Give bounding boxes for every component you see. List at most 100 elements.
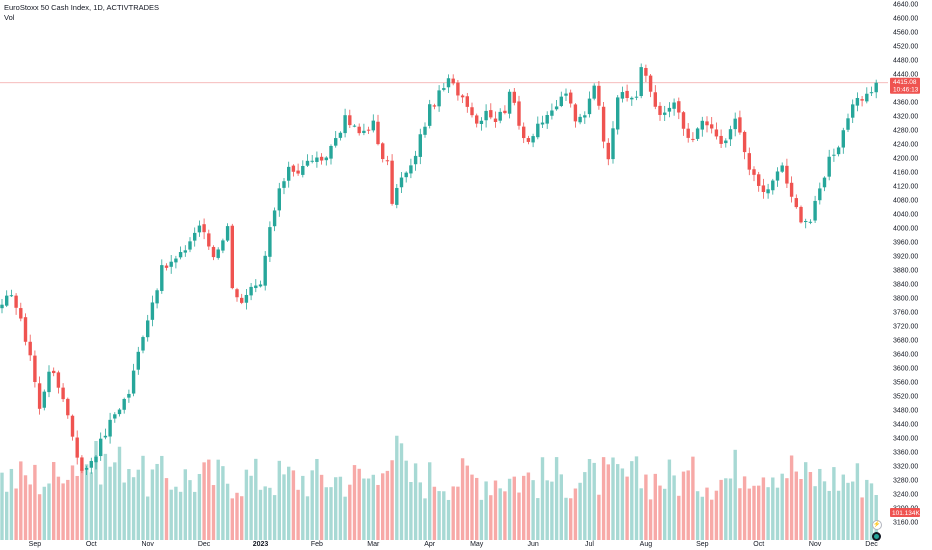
candle bbox=[84, 465, 89, 475]
candle bbox=[620, 86, 625, 103]
time-tick-label: Sep bbox=[29, 541, 42, 548]
volume-bar bbox=[648, 499, 653, 540]
candle bbox=[61, 383, 65, 403]
volume-bar bbox=[117, 446, 122, 540]
candle bbox=[5, 290, 9, 308]
candle bbox=[216, 247, 220, 260]
volume-bar bbox=[409, 482, 413, 540]
volume-bar bbox=[658, 485, 662, 540]
candle bbox=[122, 397, 126, 414]
candle bbox=[512, 87, 516, 106]
volume-bar bbox=[131, 477, 136, 540]
volume-bar bbox=[686, 470, 690, 540]
volume-bar bbox=[855, 463, 860, 540]
last-price-value: 4415.08 bbox=[893, 79, 917, 86]
volume-bar bbox=[362, 478, 366, 540]
price-tick-label: 3400.00 bbox=[893, 436, 918, 443]
candle bbox=[52, 367, 56, 377]
time-tick-label: Mar bbox=[367, 541, 380, 548]
volume-bar bbox=[672, 475, 676, 540]
volume-bar bbox=[310, 470, 314, 540]
candle bbox=[639, 63, 643, 99]
candle bbox=[855, 92, 860, 112]
time-tick-label: Dec bbox=[865, 541, 878, 548]
candle bbox=[178, 246, 183, 260]
volume-bar bbox=[216, 459, 220, 540]
volume-bar bbox=[235, 492, 239, 540]
volume-bar bbox=[240, 496, 244, 540]
time-tick-label: Apr bbox=[424, 541, 436, 548]
candle bbox=[66, 397, 70, 419]
candle bbox=[569, 89, 573, 108]
volume-bar bbox=[475, 477, 479, 540]
volume-bar bbox=[531, 480, 535, 540]
price-tick-label: 3800.00 bbox=[893, 296, 918, 303]
refresh-icon[interactable] bbox=[872, 532, 881, 541]
candle bbox=[334, 131, 338, 148]
candle bbox=[221, 238, 225, 254]
candle bbox=[423, 122, 427, 138]
price-tick-label: 4600.00 bbox=[893, 16, 918, 23]
price-tick-label: 4240.00 bbox=[893, 142, 918, 149]
volume-bar bbox=[423, 498, 427, 540]
volume-bar bbox=[681, 471, 686, 540]
volume-bar bbox=[639, 488, 643, 540]
candle bbox=[470, 102, 474, 118]
lightning-icon[interactable]: ⚡ bbox=[872, 520, 882, 530]
volume-bar bbox=[334, 477, 338, 540]
volume-bar bbox=[719, 479, 723, 540]
volume-bar bbox=[75, 475, 79, 540]
candle bbox=[475, 113, 479, 128]
price-tick-label: 3960.00 bbox=[893, 240, 918, 247]
candle bbox=[117, 408, 122, 417]
volume-bar bbox=[695, 491, 700, 540]
volume-bar bbox=[437, 491, 441, 540]
candle bbox=[799, 205, 803, 224]
volume-bar bbox=[432, 486, 437, 540]
price-tags: 4415.08 10:46:13 101.134K bbox=[890, 77, 920, 517]
symbol-title[interactable]: EuroStoxx 50 Cash Index, 1D, ACTIVTRADES bbox=[4, 3, 160, 12]
candle bbox=[771, 178, 775, 195]
volume-indicator-label[interactable]: Vol bbox=[4, 13, 15, 22]
candle bbox=[258, 280, 263, 288]
volume-bar bbox=[620, 468, 625, 540]
candle bbox=[818, 182, 822, 205]
candle bbox=[789, 176, 794, 203]
time-tick-label: 2023 bbox=[253, 541, 269, 548]
candle bbox=[329, 144, 333, 165]
candle bbox=[479, 117, 484, 131]
candle bbox=[865, 87, 869, 104]
time-axis[interactable]: Sep Oct Nov Dec 2023 Feb Mar Apr May Jun Jul Aug Sep… bbox=[29, 541, 879, 548]
candle bbox=[385, 155, 390, 166]
candle bbox=[225, 223, 230, 242]
candle bbox=[362, 123, 366, 136]
candle bbox=[836, 145, 841, 157]
candle bbox=[28, 334, 32, 361]
candle bbox=[141, 335, 145, 354]
candle bbox=[752, 166, 756, 182]
volume-bar bbox=[37, 494, 42, 540]
volume-bar bbox=[52, 462, 56, 540]
price-tick-label: 3760.00 bbox=[893, 310, 918, 317]
candle bbox=[578, 113, 582, 125]
volume-bar bbox=[601, 457, 606, 540]
bar-countdown: 10:46:13 bbox=[893, 87, 919, 94]
candle bbox=[460, 94, 465, 103]
candle bbox=[183, 245, 187, 257]
volume-bar bbox=[460, 458, 465, 540]
candle bbox=[376, 114, 380, 146]
candle bbox=[451, 74, 455, 86]
candle bbox=[442, 83, 446, 92]
candle bbox=[616, 95, 620, 135]
candle bbox=[197, 220, 202, 237]
volume-bar bbox=[211, 485, 216, 540]
price-tick-label: 4040.00 bbox=[893, 212, 918, 219]
volume-bar bbox=[188, 480, 192, 540]
candle bbox=[653, 85, 657, 110]
price-tick-label: 3920.00 bbox=[893, 254, 918, 261]
price-tick-label: 4280.00 bbox=[893, 128, 918, 135]
price-tick-label: 3360.00 bbox=[893, 450, 918, 457]
candle bbox=[498, 108, 502, 124]
candle bbox=[352, 124, 357, 128]
